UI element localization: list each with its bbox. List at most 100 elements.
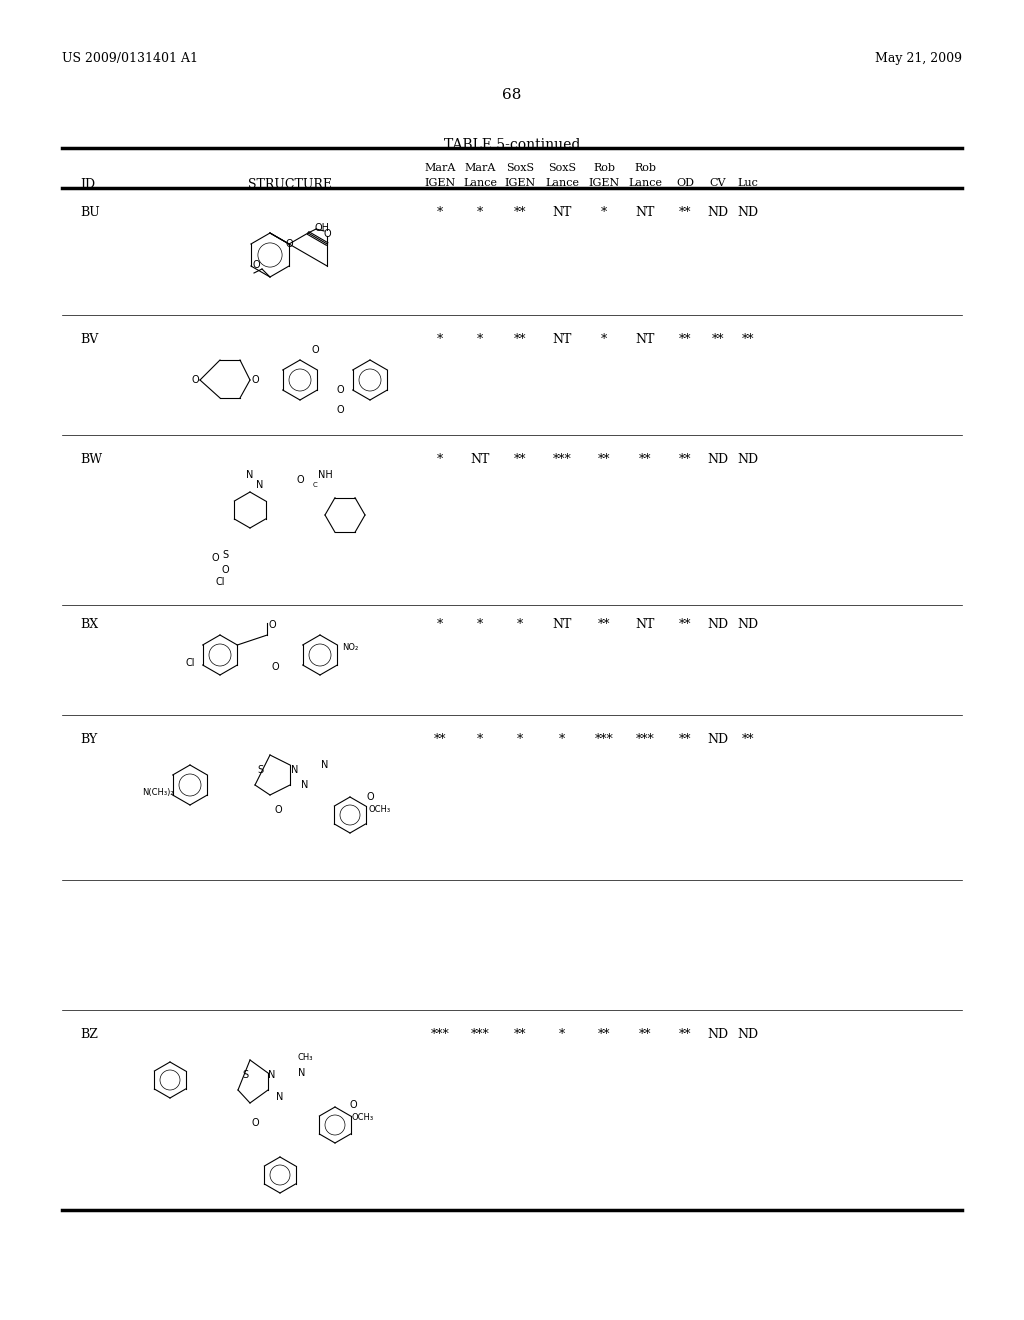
Text: N: N [276, 1092, 284, 1102]
Text: N: N [256, 480, 264, 490]
Text: OCH₃: OCH₃ [369, 805, 391, 814]
Text: ND: ND [737, 453, 759, 466]
Text: BV: BV [80, 333, 98, 346]
Text: ND: ND [708, 1028, 728, 1041]
Text: O: O [252, 260, 260, 271]
Text: S: S [222, 550, 228, 560]
Text: Cl: Cl [185, 657, 195, 668]
Text: **: ** [598, 618, 610, 631]
Text: *: * [559, 1028, 565, 1041]
Text: **: ** [679, 733, 691, 746]
Text: NT: NT [635, 618, 654, 631]
Text: Cl: Cl [215, 577, 224, 587]
Text: ***: *** [431, 1028, 450, 1041]
Text: Lance: Lance [628, 178, 662, 187]
Text: US 2009/0131401 A1: US 2009/0131401 A1 [62, 51, 198, 65]
Text: Rob: Rob [634, 162, 656, 173]
Text: O: O [221, 565, 228, 576]
Text: NO₂: NO₂ [342, 643, 358, 652]
Text: **: ** [639, 453, 651, 466]
Text: *: * [477, 733, 483, 746]
Text: O: O [367, 792, 374, 803]
Text: N: N [268, 1071, 275, 1080]
Text: N: N [322, 760, 329, 770]
Text: *: * [477, 618, 483, 631]
Text: IGEN: IGEN [505, 178, 536, 187]
Text: **: ** [514, 206, 526, 219]
Text: N: N [301, 780, 308, 789]
Text: *: * [517, 618, 523, 631]
Text: *: * [437, 453, 443, 466]
Text: Lance: Lance [463, 178, 497, 187]
Text: *: * [437, 333, 443, 346]
Text: **: ** [514, 453, 526, 466]
Text: O: O [268, 620, 276, 630]
Text: C: C [312, 482, 317, 488]
Text: TABLE 5-continued: TABLE 5-continued [443, 139, 581, 152]
Text: *: * [437, 618, 443, 631]
Text: IGEN: IGEN [424, 178, 456, 187]
Text: ND: ND [737, 206, 759, 219]
Text: ND: ND [737, 1028, 759, 1041]
Text: **: ** [639, 1028, 651, 1041]
Text: MarA: MarA [464, 162, 496, 173]
Text: CV: CV [710, 178, 726, 187]
Text: Rob: Rob [593, 162, 615, 173]
Text: *: * [559, 733, 565, 746]
Text: S: S [242, 1071, 248, 1080]
Text: **: ** [679, 206, 691, 219]
Text: BX: BX [80, 618, 98, 631]
Text: BW: BW [80, 453, 102, 466]
Text: *: * [437, 206, 443, 219]
Text: NH: NH [317, 470, 333, 480]
Text: O: O [296, 475, 304, 484]
Text: ND: ND [708, 733, 728, 746]
Text: NT: NT [552, 206, 571, 219]
Text: O: O [349, 1100, 356, 1110]
Text: O: O [271, 663, 279, 672]
Text: BU: BU [80, 206, 99, 219]
Text: NT: NT [635, 206, 654, 219]
Text: **: ** [598, 453, 610, 466]
Text: **: ** [679, 333, 691, 346]
Text: NT: NT [552, 333, 571, 346]
Text: ***: *** [553, 453, 571, 466]
Text: **: ** [741, 733, 755, 746]
Text: O: O [286, 239, 293, 249]
Text: **: ** [514, 1028, 526, 1041]
Text: O: O [311, 345, 318, 355]
Text: *: * [477, 333, 483, 346]
Text: ND: ND [708, 618, 728, 631]
Text: STRUCTURE: STRUCTURE [248, 178, 332, 191]
Text: ID: ID [80, 178, 95, 191]
Text: O: O [191, 375, 199, 385]
Text: O: O [251, 375, 259, 385]
Text: Luc: Luc [737, 178, 759, 187]
Text: *: * [601, 333, 607, 346]
Text: NT: NT [470, 453, 489, 466]
Text: OH: OH [314, 223, 330, 234]
Text: O: O [336, 385, 344, 395]
Text: BZ: BZ [80, 1028, 98, 1041]
Text: **: ** [679, 618, 691, 631]
Text: ***: *** [471, 1028, 489, 1041]
Text: O: O [324, 228, 331, 239]
Text: N(CH₃)₂: N(CH₃)₂ [142, 788, 174, 797]
Text: N: N [291, 766, 299, 775]
Text: SoxS: SoxS [548, 162, 577, 173]
Text: 68: 68 [503, 88, 521, 102]
Text: **: ** [434, 733, 446, 746]
Text: O: O [211, 553, 219, 564]
Text: ND: ND [708, 453, 728, 466]
Text: ND: ND [708, 206, 728, 219]
Text: **: ** [679, 453, 691, 466]
Text: NT: NT [552, 618, 571, 631]
Text: ***: *** [595, 733, 613, 746]
Text: **: ** [514, 333, 526, 346]
Text: MarA: MarA [424, 162, 456, 173]
Text: *: * [601, 206, 607, 219]
Text: May 21, 2009: May 21, 2009 [874, 51, 962, 65]
Text: CH₃: CH₃ [297, 1052, 312, 1061]
Text: **: ** [712, 333, 724, 346]
Text: O: O [274, 805, 282, 814]
